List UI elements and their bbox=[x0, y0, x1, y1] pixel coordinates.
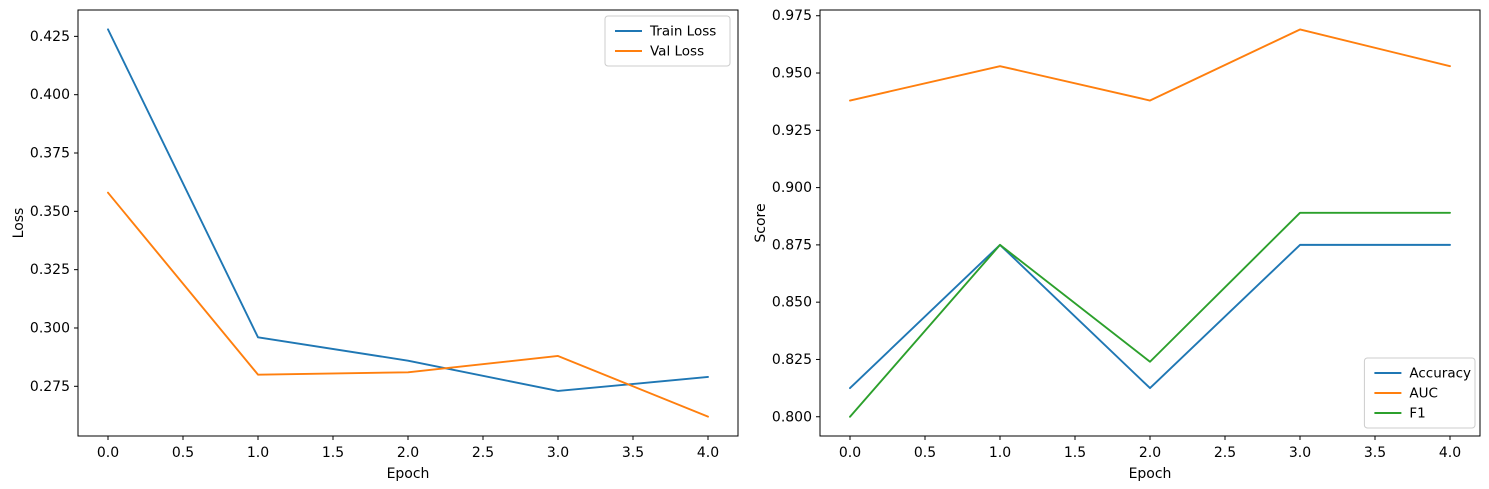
y-tick-label: 0.400 bbox=[30, 87, 70, 103]
x-tick-label: 4.0 bbox=[697, 445, 719, 461]
series-line-val-loss bbox=[107, 191, 709, 418]
legend-label-train-loss: Train Loss bbox=[649, 24, 716, 40]
series-line-train-loss bbox=[107, 28, 709, 392]
y-tick-label: 0.825 bbox=[772, 352, 812, 368]
x-tick-label: 0.5 bbox=[914, 445, 936, 461]
x-tick-label: 1.5 bbox=[322, 445, 344, 461]
x-tick-label: 1.0 bbox=[247, 445, 269, 461]
x-tick-label: 3.5 bbox=[622, 445, 644, 461]
y-tick-label: 0.350 bbox=[30, 204, 70, 220]
x-tick-label: 2.0 bbox=[1139, 445, 1161, 461]
series-line-accuracy bbox=[849, 243, 1451, 390]
axes-score: 0.0 0.5 1.0 1.5 2.0 2.5 3.0 3.5 4.0 0.800 0.825 0.8… bbox=[753, 8, 1481, 482]
y-tick-label: 0.850 bbox=[772, 295, 812, 311]
y-tick-label: 0.875 bbox=[772, 237, 812, 253]
y-tick-label: 0.950 bbox=[772, 66, 812, 82]
x-tick-label: 2.0 bbox=[397, 445, 419, 461]
legend-label-val-loss: Val Loss bbox=[650, 44, 704, 60]
y-axis-label: Loss bbox=[11, 208, 27, 239]
y-tick-label: 0.925 bbox=[772, 123, 812, 139]
x-tick-label: 3.0 bbox=[547, 445, 569, 461]
y-tick-label: 0.375 bbox=[30, 146, 70, 162]
legend: Train Loss Val Loss bbox=[604, 15, 731, 67]
x-tick-label: 1.0 bbox=[989, 445, 1011, 461]
x-tick-label: 1.5 bbox=[1064, 445, 1086, 461]
legend-label-auc: AUC bbox=[1409, 386, 1438, 402]
y-tick-label: 0.975 bbox=[772, 8, 812, 24]
series-line-auc bbox=[849, 28, 1451, 102]
x-tick-label: 0.5 bbox=[172, 445, 194, 461]
y-tick-label: 0.425 bbox=[30, 29, 70, 45]
legend-label-f1: F1 bbox=[1409, 406, 1425, 422]
y-tick-label: 0.300 bbox=[30, 320, 70, 336]
legend: Accuracy AUC F1 bbox=[1363, 357, 1476, 429]
x-tick-label: 0.0 bbox=[839, 445, 861, 461]
y-tick-label: 0.325 bbox=[30, 262, 70, 278]
legend-box bbox=[604, 15, 731, 67]
legend-label-accuracy: Accuracy bbox=[1409, 366, 1471, 382]
y-tick-label: 0.800 bbox=[772, 409, 812, 425]
y-tick-label: 0.275 bbox=[30, 379, 70, 395]
series-line-f1 bbox=[849, 211, 1451, 418]
x-axis-label: Epoch bbox=[387, 466, 430, 482]
x-tick-label: 3.0 bbox=[1289, 445, 1311, 461]
x-tick-label: 2.5 bbox=[1214, 445, 1236, 461]
x-tick-label: 4.0 bbox=[1439, 445, 1461, 461]
y-tick-label: 0.900 bbox=[772, 180, 812, 196]
axes-loss: 0.0 0.5 1.0 1.5 2.0 2.5 3.0 3.5 4.0 0.275 0.300 0.3… bbox=[11, 9, 739, 482]
x-axis-label: Epoch bbox=[1129, 466, 1172, 482]
x-tick-label: 3.5 bbox=[1364, 445, 1386, 461]
x-tick-label: 2.5 bbox=[472, 445, 494, 461]
y-axis-label: Score bbox=[753, 203, 769, 242]
x-tick-label: 0.0 bbox=[97, 445, 119, 461]
legend-box bbox=[1363, 357, 1476, 429]
